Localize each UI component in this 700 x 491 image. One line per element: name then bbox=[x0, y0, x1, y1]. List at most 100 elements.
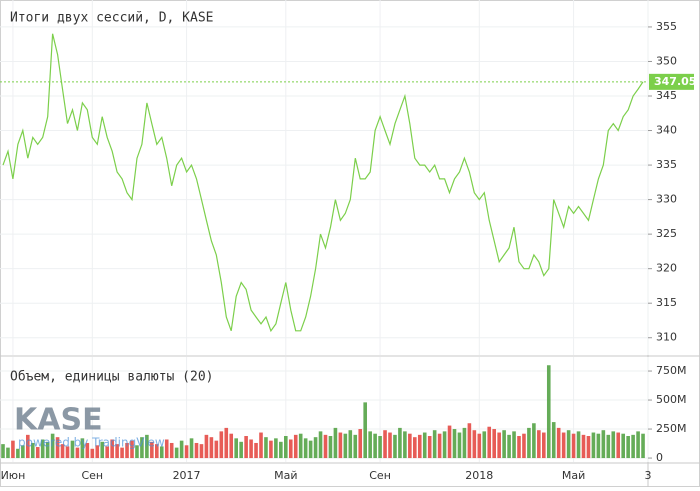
volume-bar bbox=[576, 431, 581, 459]
volume-bar bbox=[457, 432, 462, 459]
volume-bar bbox=[105, 446, 109, 459]
volume-bar bbox=[532, 423, 536, 459]
volume-bar bbox=[522, 433, 526, 459]
volume-bar bbox=[502, 430, 506, 459]
x-tick-label: Май bbox=[562, 469, 585, 482]
y-tick-label: 335 bbox=[656, 158, 677, 171]
volume-bar bbox=[616, 432, 621, 459]
volume-bar bbox=[566, 430, 571, 459]
volume-bar bbox=[184, 445, 189, 459]
volume-bar bbox=[259, 432, 263, 459]
x-tick-label: Сен bbox=[369, 469, 391, 482]
watermark-logo: KASE bbox=[14, 403, 103, 438]
volume-bar bbox=[537, 430, 541, 459]
volume-bar bbox=[328, 436, 333, 459]
volume-bar bbox=[298, 433, 303, 459]
volume-bar bbox=[174, 447, 179, 459]
volume-bar bbox=[269, 440, 273, 459]
volume-bar bbox=[507, 434, 511, 459]
volume-bar bbox=[65, 446, 70, 459]
volume-bar bbox=[125, 442, 129, 459]
volume-bar bbox=[80, 438, 85, 459]
watermark-credit: powered by TradingView bbox=[18, 436, 165, 450]
volume-bar bbox=[442, 431, 447, 459]
volume-bar bbox=[338, 432, 343, 459]
volume-bar bbox=[244, 436, 248, 459]
volume-bar bbox=[60, 444, 65, 459]
volume-bar bbox=[546, 365, 551, 459]
volume-bar bbox=[542, 432, 546, 459]
volume-bar bbox=[318, 431, 323, 459]
volume-bar bbox=[492, 429, 496, 459]
volume-bar bbox=[432, 430, 437, 459]
y-tick-label: 320 bbox=[656, 262, 677, 275]
volume-bar bbox=[422, 432, 427, 459]
volume-bar bbox=[378, 436, 382, 459]
volume-bar bbox=[209, 437, 214, 459]
volume-bar bbox=[30, 442, 35, 459]
y-tick-label: 330 bbox=[656, 193, 677, 206]
volume-bar bbox=[408, 433, 412, 459]
last-price-box bbox=[649, 73, 694, 90]
y-tick-label: 0 bbox=[656, 451, 663, 464]
x-tick-label: 2018 bbox=[465, 469, 493, 482]
volume-bar bbox=[169, 442, 174, 459]
volume-bar bbox=[135, 445, 139, 459]
volume-bar bbox=[393, 434, 397, 459]
volume-bar bbox=[110, 439, 114, 459]
y-tick-label: 250M bbox=[656, 422, 687, 435]
volume-bar bbox=[254, 442, 258, 459]
volume-bar bbox=[164, 439, 169, 459]
volume-bar bbox=[115, 444, 119, 459]
volume-bar bbox=[447, 425, 452, 459]
y-tick-label: 750M bbox=[656, 364, 687, 377]
volume-bar bbox=[601, 430, 606, 459]
volume-bar bbox=[234, 438, 238, 459]
volume-bar bbox=[26, 434, 30, 459]
volume-bar bbox=[551, 422, 556, 459]
volume-bar bbox=[333, 427, 338, 459]
volume-bar bbox=[472, 430, 477, 459]
volume-bar bbox=[16, 448, 20, 459]
y-tick-label: 500M bbox=[656, 393, 687, 406]
x-tick-label: Сен bbox=[81, 469, 103, 482]
y-tick-label: 350 bbox=[656, 54, 677, 67]
volume-bar bbox=[199, 444, 204, 459]
volume-bar bbox=[303, 438, 308, 459]
volume-bar bbox=[462, 427, 467, 459]
volume-bar bbox=[636, 431, 640, 459]
volume-bar bbox=[427, 436, 432, 459]
volume-bar bbox=[40, 439, 45, 459]
volume-bar bbox=[363, 402, 367, 459]
volume-bar bbox=[204, 434, 209, 459]
volume-bar bbox=[626, 436, 630, 459]
y-tick-label: 325 bbox=[656, 227, 677, 240]
y-tick-label: 355 bbox=[656, 20, 677, 33]
volume-bar bbox=[497, 432, 501, 459]
volume-bar bbox=[596, 433, 601, 459]
volume-bar bbox=[631, 434, 635, 459]
volume-bar bbox=[487, 426, 492, 459]
volume-bar bbox=[224, 427, 229, 459]
volume-bar bbox=[249, 439, 253, 459]
volume-bar bbox=[561, 432, 566, 459]
volume-bar bbox=[308, 440, 313, 459]
volume-bar bbox=[517, 436, 521, 459]
volume-bar bbox=[571, 433, 576, 459]
volume-bar bbox=[279, 441, 283, 459]
volume-bar bbox=[467, 423, 472, 459]
volume-bar bbox=[150, 441, 154, 459]
volume-bar bbox=[288, 439, 293, 459]
y-tick-label: 310 bbox=[656, 331, 677, 344]
volume-bar bbox=[358, 429, 363, 459]
last-price-label: 347.05 bbox=[654, 75, 696, 88]
volume-bar bbox=[413, 437, 417, 459]
volume-bar bbox=[75, 447, 80, 459]
volume-bar bbox=[155, 444, 159, 459]
volume-bar bbox=[70, 440, 75, 459]
volume-bar bbox=[403, 431, 407, 459]
volume-bar bbox=[373, 433, 377, 459]
volume-bar bbox=[130, 440, 134, 459]
